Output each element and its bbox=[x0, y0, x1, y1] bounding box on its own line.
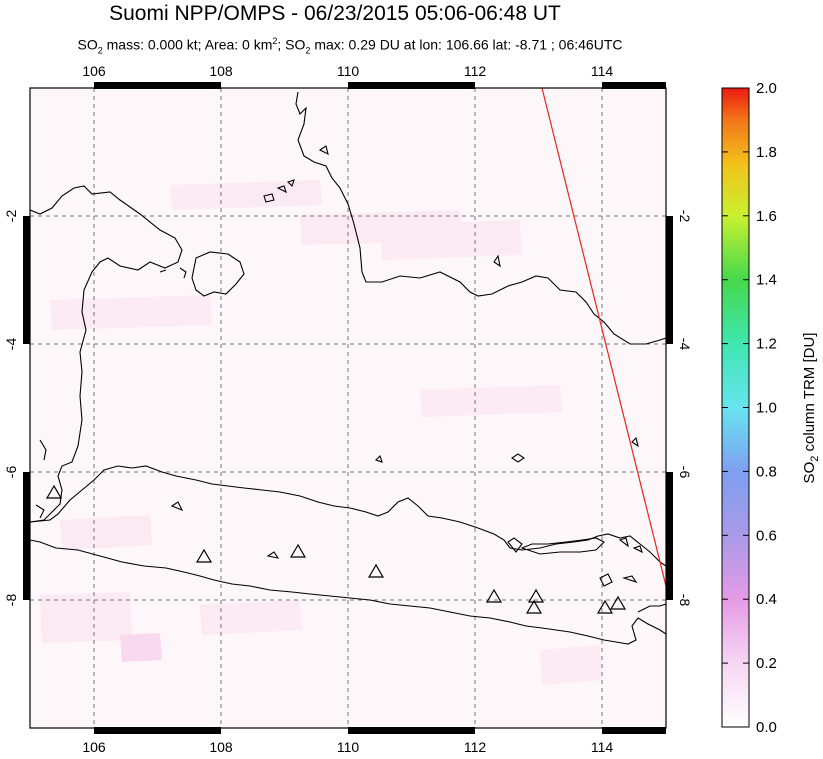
volcano-marker bbox=[527, 588, 545, 603]
map-title: Suomi NPP/OMPS - 06/23/2015 05:06-06:48 … bbox=[109, 2, 561, 25]
colorbar: 2.0 1.8 1.6 1.4 1.2 1.0 0.8 0.6 0.4 0.2 0.0 SO2 co… bbox=[721, 80, 821, 736]
lon-tick-label: 108 bbox=[209, 63, 233, 79]
sumatra-coast bbox=[30, 185, 183, 523]
lon-tick-label: 106 bbox=[82, 739, 106, 755]
madura-island bbox=[520, 537, 605, 555]
so2-pixel-field bbox=[40, 180, 602, 685]
colorbar-tick-label: 0.2 bbox=[756, 655, 777, 672]
lon-tick-label: 106 bbox=[82, 63, 106, 79]
volcano-marker bbox=[525, 599, 543, 614]
colorbar-tick-label: 1.0 bbox=[756, 400, 777, 417]
lon-ticks-top: 106 108 110 112 114 bbox=[82, 63, 613, 79]
volcano-marker bbox=[485, 588, 503, 603]
lon-tick-label: 114 bbox=[591, 63, 614, 79]
lat-tick-label: -2 bbox=[677, 210, 693, 223]
colorbar-tick-label: 1.8 bbox=[756, 144, 777, 161]
bangka-island bbox=[191, 251, 245, 297]
colorbar-tick-label: 1.4 bbox=[756, 272, 777, 289]
lat-ticks-right: -2 -4 -6 -8 bbox=[677, 210, 693, 607]
lon-tick-label: 108 bbox=[209, 739, 233, 755]
lat-tick-label: -4 bbox=[677, 338, 693, 351]
colorbar-tick-label: 0.6 bbox=[756, 527, 777, 544]
volcano-marker bbox=[367, 563, 385, 578]
colorbar-label: SO2 column TRM [DU] bbox=[801, 333, 821, 484]
volcano-marker bbox=[45, 484, 63, 499]
volcano-marker bbox=[609, 595, 627, 610]
lon-tick-label: 112 bbox=[464, 63, 487, 79]
lat-tick-label: -8 bbox=[677, 594, 693, 607]
colorbar-tick-label: 1.2 bbox=[756, 336, 777, 353]
colorbar-tick-label: 0.4 bbox=[756, 591, 777, 608]
lat-ticks-left: -2 -4 -6 -8 bbox=[3, 210, 19, 607]
colorbar-tick-label: 1.6 bbox=[756, 208, 777, 225]
volcano-marker bbox=[596, 599, 614, 614]
lat-tick-label: -6 bbox=[3, 466, 19, 479]
lon-tick-label: 114 bbox=[591, 739, 614, 755]
map-panel: 106 108 110 112 114 106 108 110 112 114 … bbox=[3, 63, 693, 755]
frame-bars bbox=[23, 82, 673, 734]
lon-ticks-bottom: 106 108 110 112 114 bbox=[82, 739, 613, 755]
lon-tick-label: 112 bbox=[464, 739, 487, 755]
graticule bbox=[30, 88, 666, 728]
colorbar-ticks: 2.0 1.8 1.6 1.4 1.2 1.0 0.8 0.6 0.4 0.2 0.0 bbox=[722, 80, 777, 736]
colorbar-tick-label: 2.0 bbox=[756, 80, 777, 97]
lat-tick-label: -4 bbox=[3, 338, 19, 351]
map-subtitle: SO2 mass: 0.000 kt; Area: 0 km2; SO2 max… bbox=[77, 36, 623, 56]
volcano-marker bbox=[195, 548, 213, 563]
colorbar-tick-label: 0.8 bbox=[756, 463, 777, 480]
lon-tick-label: 110 bbox=[337, 739, 360, 755]
lat-tick-label: -2 bbox=[3, 210, 19, 223]
lat-tick-label: -6 bbox=[677, 466, 693, 479]
borneo-coast bbox=[295, 91, 666, 345]
coastlines bbox=[30, 91, 666, 645]
volcano-markers bbox=[45, 484, 627, 614]
colorbar-tick-label: 0.0 bbox=[756, 719, 777, 736]
lon-tick-label: 110 bbox=[337, 63, 360, 79]
orbit-edge-line bbox=[541, 87, 667, 587]
lat-tick-label: -8 bbox=[3, 594, 19, 607]
volcano-marker bbox=[289, 543, 307, 558]
